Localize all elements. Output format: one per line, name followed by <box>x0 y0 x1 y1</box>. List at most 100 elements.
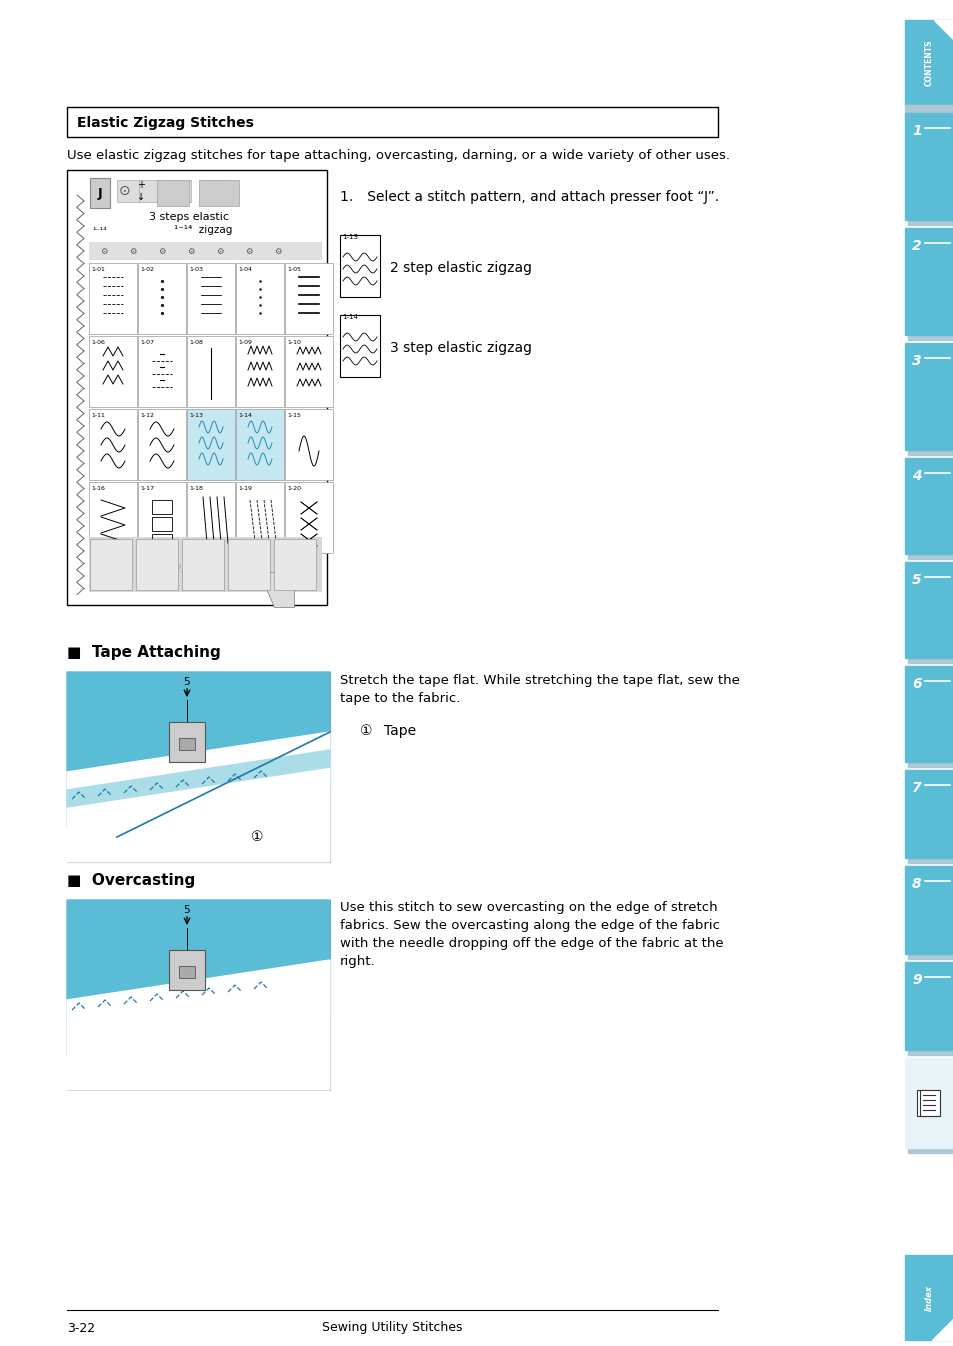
Bar <box>89 537 322 592</box>
Bar <box>89 409 137 481</box>
Bar <box>117 180 139 202</box>
Bar <box>904 1058 953 1148</box>
Text: 1-04: 1-04 <box>237 267 252 272</box>
Bar <box>920 1090 940 1116</box>
Text: 1: 1 <box>911 124 921 139</box>
Bar <box>904 458 953 555</box>
Bar <box>152 534 172 548</box>
Text: 1.  Select a stitch pattern, and attach presser foot “J”.: 1. Select a stitch pattern, and attach p… <box>339 190 719 205</box>
Bar <box>152 499 172 514</box>
Polygon shape <box>67 900 330 1055</box>
Text: Use elastic zigzag stitches for tape attaching, overcasting, darning, or a wide : Use elastic zigzag stitches for tape att… <box>67 149 729 163</box>
Bar <box>907 463 953 559</box>
Bar <box>904 865 953 954</box>
Bar <box>139 180 161 202</box>
Text: CONTENTS: CONTENTS <box>924 39 933 86</box>
Text: 1-06: 1-06 <box>91 341 105 345</box>
Text: J: J <box>97 187 102 199</box>
Bar <box>67 672 330 861</box>
Text: ¹⁻¹⁴  zigzag: ¹⁻¹⁴ zigzag <box>173 225 233 236</box>
Text: 4: 4 <box>911 468 921 483</box>
Bar <box>90 538 132 590</box>
Text: 1-10: 1-10 <box>287 341 300 345</box>
Text: 1-09: 1-09 <box>237 341 252 345</box>
Bar <box>89 242 322 260</box>
Text: with the needle dropping off the edge of the fabric at the: with the needle dropping off the edge of… <box>339 938 723 950</box>
Text: P. 1: P. 1 <box>175 564 193 573</box>
Bar <box>169 721 205 762</box>
Text: 1-15: 1-15 <box>287 413 300 419</box>
Text: 1-07: 1-07 <box>140 341 153 345</box>
Text: ■  Tape Attaching: ■ Tape Attaching <box>67 646 220 661</box>
Bar <box>904 770 953 857</box>
Bar <box>907 672 953 767</box>
Bar <box>339 236 379 297</box>
Bar <box>187 409 234 481</box>
Text: tape to the fabric.: tape to the fabric. <box>339 692 460 705</box>
Polygon shape <box>931 1318 953 1341</box>
Bar <box>169 180 191 202</box>
Bar <box>187 336 234 406</box>
Bar <box>152 517 172 532</box>
Bar <box>182 538 224 590</box>
Bar <box>89 336 137 406</box>
Bar <box>904 563 953 658</box>
Polygon shape <box>258 572 294 607</box>
Text: 1-18: 1-18 <box>189 486 203 491</box>
Text: 1-17: 1-17 <box>140 486 153 491</box>
Text: +
↓: + ↓ <box>137 180 145 202</box>
Text: 1-01: 1-01 <box>91 267 105 272</box>
Bar <box>904 105 953 113</box>
Bar <box>274 538 315 590</box>
Text: ⚙: ⚙ <box>187 246 194 256</box>
Bar <box>187 262 234 334</box>
Text: ①: ① <box>251 830 263 844</box>
Bar <box>138 409 186 481</box>
Text: 3-22: 3-22 <box>67 1322 95 1334</box>
Bar <box>904 1254 953 1341</box>
Bar <box>136 538 178 590</box>
Text: 5: 5 <box>184 905 190 915</box>
Bar <box>904 113 953 219</box>
Text: 1-19: 1-19 <box>237 486 252 491</box>
Text: 3: 3 <box>911 354 921 367</box>
Bar <box>138 262 186 334</box>
Bar <box>907 567 953 664</box>
Text: 5: 5 <box>911 573 921 587</box>
Text: ⊙: ⊙ <box>119 184 131 198</box>
Text: Index: Index <box>924 1284 933 1311</box>
Text: Sewing Utility Stitches: Sewing Utility Stitches <box>322 1322 462 1334</box>
Bar <box>907 966 953 1055</box>
Text: ■  Overcasting: ■ Overcasting <box>67 872 195 887</box>
Text: 1-14: 1-14 <box>237 413 252 419</box>
Text: 1-20: 1-20 <box>287 486 301 491</box>
Bar <box>235 482 284 553</box>
Text: 1-14: 1-14 <box>341 314 357 320</box>
Text: fabrics. Sew the overcasting along the edge of the fabric: fabrics. Sew the overcasting along the e… <box>339 919 720 933</box>
Bar <box>169 950 205 991</box>
Bar <box>67 170 327 604</box>
Bar <box>285 409 333 481</box>
Bar <box>138 336 186 406</box>
Text: 5: 5 <box>184 677 190 686</box>
Text: 1-11: 1-11 <box>91 413 105 419</box>
Bar <box>285 482 333 553</box>
Text: Use this stitch to sew overcasting on the edge of stretch: Use this stitch to sew overcasting on th… <box>339 902 717 914</box>
Bar <box>235 336 284 406</box>
Bar <box>907 118 953 225</box>
Text: 2 step elastic zigzag: 2 step elastic zigzag <box>390 261 532 275</box>
Bar <box>228 538 270 590</box>
Bar <box>904 20 953 105</box>
Bar <box>907 1063 953 1154</box>
Bar <box>235 409 284 481</box>
Text: ⚙: ⚙ <box>216 246 224 256</box>
Polygon shape <box>67 732 330 861</box>
Text: 7: 7 <box>911 781 921 795</box>
Text: 1-08: 1-08 <box>189 341 203 345</box>
Text: ⚙: ⚙ <box>100 246 108 256</box>
Bar <box>917 1090 937 1116</box>
Bar <box>235 262 284 334</box>
Text: 1-02: 1-02 <box>140 267 153 272</box>
Text: Stretch the tape flat. While stretching the tape flat, sew the: Stretch the tape flat. While stretching … <box>339 674 740 688</box>
Bar <box>285 262 333 334</box>
